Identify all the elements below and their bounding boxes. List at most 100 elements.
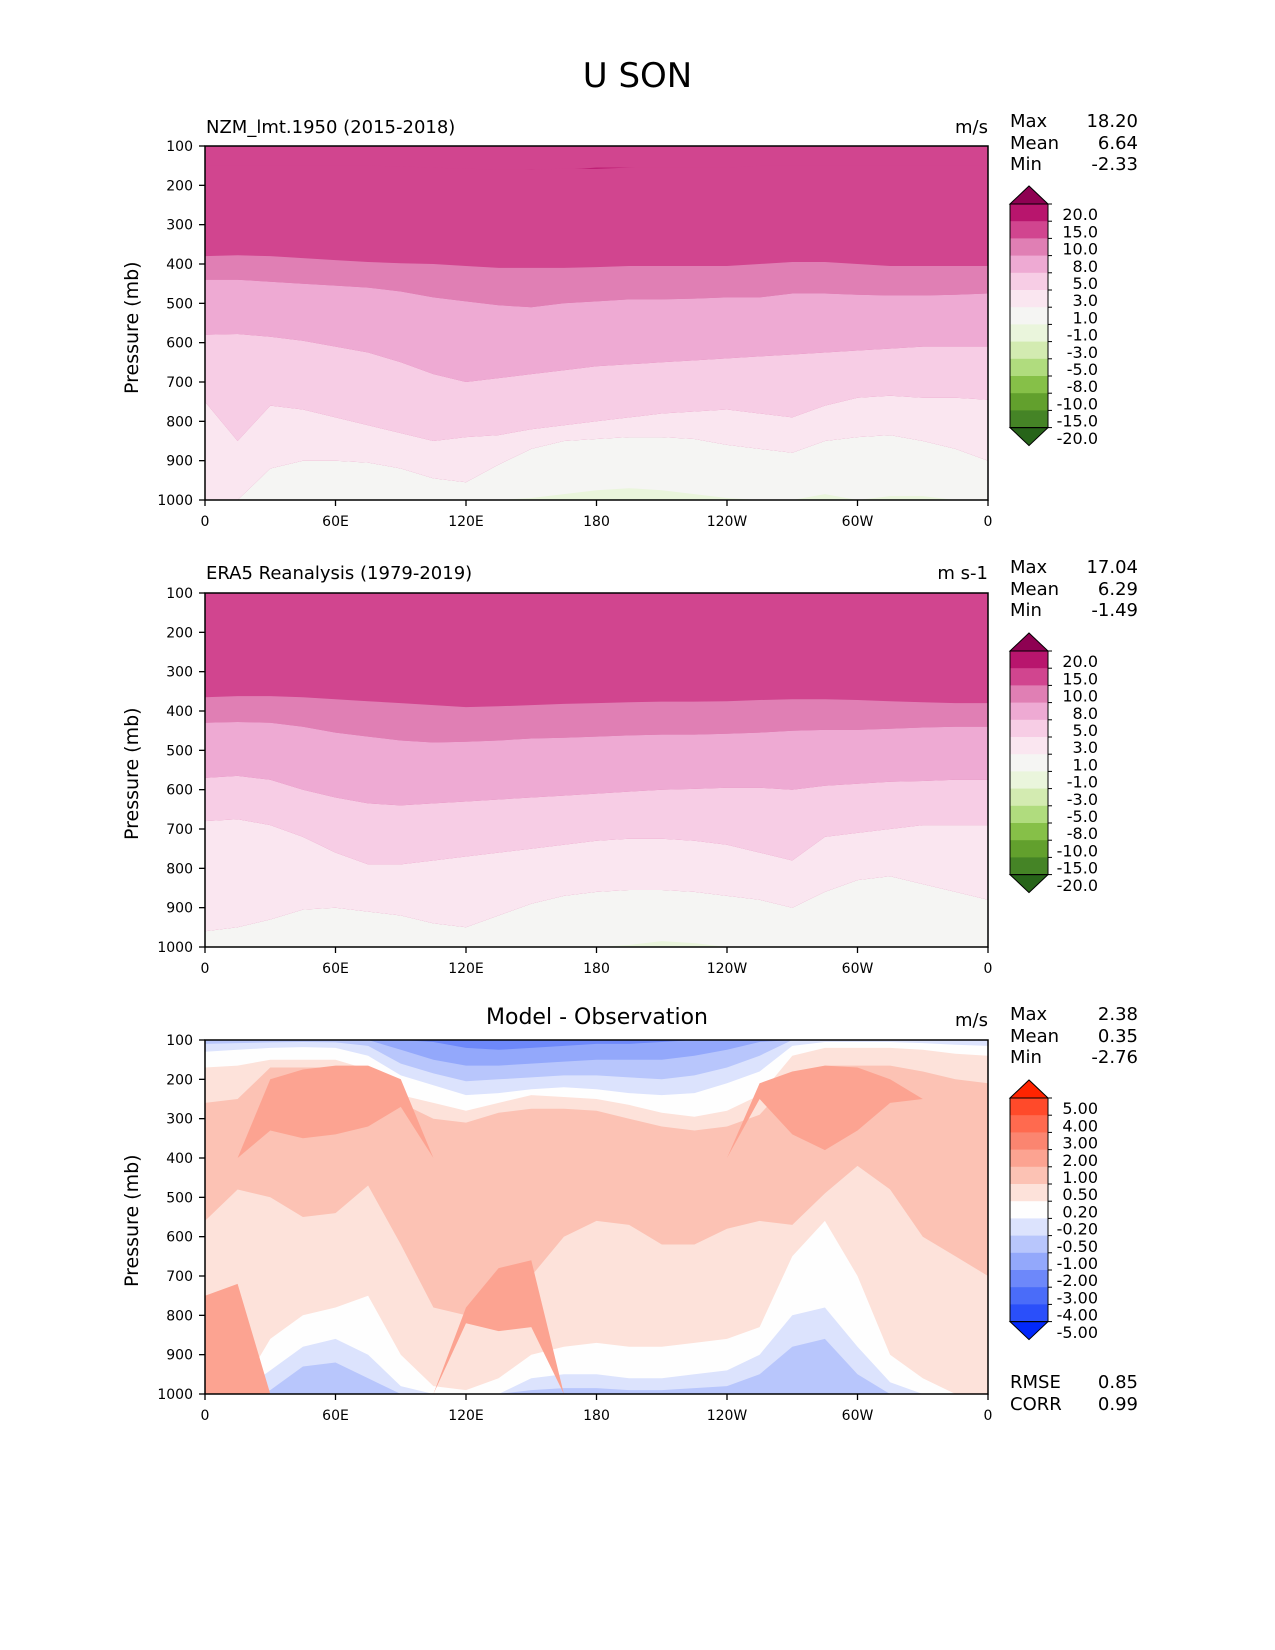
panel-1-title: NZM_lmt.1950 (2015-2018)	[206, 117, 456, 138]
colorbar-tick-label: 8.0	[1073, 257, 1098, 276]
contour-band-1-2	[205, 1065, 988, 1158]
stat-max-label: Max	[1010, 557, 1048, 578]
panel-1: 100 200 300 400 500 600 700 800 900 1000 0 60E 120E 1…	[157, 139, 1098, 530]
colorbar-tick-label: 20.0	[1062, 652, 1098, 671]
contour-band-10-15	[205, 593, 988, 708]
panel-2-units: m s-1	[937, 563, 988, 584]
colorbar-tick-label: -1.0	[1067, 326, 1098, 345]
stat-min-label: Min	[1010, 1047, 1042, 1068]
colorbar-segment	[1010, 272, 1048, 291]
colorbar-extend-min	[1008, 874, 1050, 894]
panel-1-stats: Max 18.20 Mean 6.64 Min -2.33	[1010, 111, 1138, 176]
colorbar-outline	[1009, 203, 1049, 429]
colorbar-segment	[1010, 651, 1048, 669]
y-tick-label: 200	[166, 625, 193, 641]
colorbar-segment	[1010, 324, 1048, 343]
colorbar-segment	[1010, 1132, 1048, 1151]
stat-mean-label: Mean	[1010, 1025, 1060, 1047]
colorbar-tick-label: 20.0	[1062, 205, 1098, 224]
colorbar-segment	[1010, 1304, 1048, 1323]
panel-2-title: ERA5 Reanalysis (1979-2019)	[206, 563, 473, 584]
colorbar-segment	[1010, 1252, 1048, 1271]
stat-min-label: Min	[1010, 154, 1042, 175]
colorbar-outline	[1009, 650, 1049, 876]
contour-band--1--0.5-low	[205, 1338, 988, 1394]
colorbar-tick-label: -5.0	[1067, 807, 1098, 826]
colorbar-segment	[1010, 204, 1048, 222]
colorbar-segment	[1010, 393, 1048, 411]
colorbar-tick-label: 15.0	[1062, 669, 1098, 688]
contour-band-8-10	[205, 696, 988, 743]
stat-max-label: Max	[1010, 111, 1048, 132]
panel-2: 100 200 300 400 500 600 700 800 900 1000 0 60E 120E 1…	[157, 586, 1098, 977]
stat-corr-label: CORR	[1010, 1393, 1062, 1415]
colorbar-segment	[1010, 238, 1048, 257]
y-tick-label: 600	[166, 783, 193, 799]
y-tick-label: 1000	[157, 940, 193, 956]
colorbar-tick-label: 8.0	[1073, 704, 1098, 723]
x-tick-label: 0	[984, 1408, 993, 1424]
y-tick-label: 600	[166, 1230, 193, 1246]
colorbar-tick-label: 3.0	[1073, 738, 1098, 757]
colorbar-tick-label: 10.0	[1062, 240, 1098, 259]
panel-3-title: Model - Observation	[486, 1005, 708, 1030]
y-tick-label: 300	[166, 665, 193, 681]
colorbar-segment	[1010, 788, 1048, 807]
colorbar-tick-label: 0.50	[1062, 1185, 1098, 1204]
colorbar-tick-label: -4.00	[1057, 1306, 1098, 1325]
colorbar-segment	[1010, 358, 1048, 377]
x-tick-label: 0	[201, 1408, 210, 1424]
stat-max-value: 17.04	[1086, 557, 1138, 578]
x-tick-label: 180	[583, 961, 610, 977]
colorbar-segment	[1010, 1115, 1048, 1133]
colorbar-segment	[1010, 341, 1048, 360]
panel-3-units: m/s	[955, 1010, 988, 1031]
colorbar-segment	[1010, 1184, 1048, 1202]
colorbar-segment	[1010, 857, 1048, 876]
colorbar-segment	[1010, 1287, 1048, 1305]
x-tick-label: 120W	[707, 514, 748, 530]
colorbar-tick-label: -0.50	[1057, 1237, 1098, 1256]
y-tick-label: 800	[166, 414, 193, 430]
x-tick-label: 60E	[322, 961, 349, 977]
colorbar-tick-label: 1.00	[1062, 1168, 1098, 1187]
colorbar-segment	[1010, 1149, 1048, 1168]
y-tick-label: 400	[166, 704, 193, 720]
colorbar-outline	[1009, 1097, 1049, 1323]
x-tick-label: 120E	[448, 961, 484, 977]
colorbar-2: 20.015.010.08.05.03.01.0-1.0-3.0-5.0-8.0…	[1008, 632, 1098, 895]
colorbar-tick-label: -5.0	[1067, 360, 1098, 379]
x-tick-label: 60W	[842, 1408, 874, 1424]
colorbar-tick-label: -15.0	[1057, 412, 1098, 431]
colorbar-segment	[1010, 376, 1048, 394]
stat-mean-label: Mean	[1010, 132, 1060, 154]
stat-max-label: Max	[1010, 1004, 1048, 1025]
stat-rmse-value: 0.85	[1097, 1372, 1138, 1393]
y-tick-label: 700	[166, 375, 193, 391]
y-tick-label: 900	[166, 1348, 193, 1364]
colorbar-1: 20.015.010.08.05.03.01.0-1.0-3.0-5.0-8.0…	[1008, 185, 1098, 448]
colorbar-tick-label: -20.0	[1057, 876, 1098, 895]
colorbar-tick-label: -5.00	[1057, 1323, 1098, 1342]
colorbar-extend-min	[1008, 1321, 1050, 1341]
colorbar-tick-label: -3.0	[1067, 790, 1098, 809]
x-tick-label: 60E	[322, 1408, 349, 1424]
colorbar-segment	[1010, 1201, 1048, 1219]
colorbar-tick-label: -8.0	[1067, 377, 1098, 396]
x-tick-label: 60E	[322, 514, 349, 530]
y-tick-label: 600	[166, 336, 193, 352]
colorbar-tick-label: 5.0	[1073, 721, 1098, 740]
stat-min-label: Min	[1010, 600, 1042, 621]
colorbar-segment	[1010, 840, 1048, 858]
stat-max-value: 18.20	[1086, 111, 1138, 132]
colorbar-segment	[1010, 255, 1048, 274]
contour-band--3--2	[205, 1040, 988, 1050]
stat-min-value: -2.76	[1091, 1047, 1138, 1068]
colorbar-tick-label: -1.00	[1057, 1254, 1098, 1273]
colorbar-segment	[1010, 754, 1048, 772]
colorbar-tick-label: 5.00	[1062, 1099, 1098, 1118]
y-tick-label: 700	[166, 822, 193, 838]
colorbar-tick-label: -15.0	[1057, 859, 1098, 878]
y-tick-label: 800	[166, 1308, 193, 1324]
